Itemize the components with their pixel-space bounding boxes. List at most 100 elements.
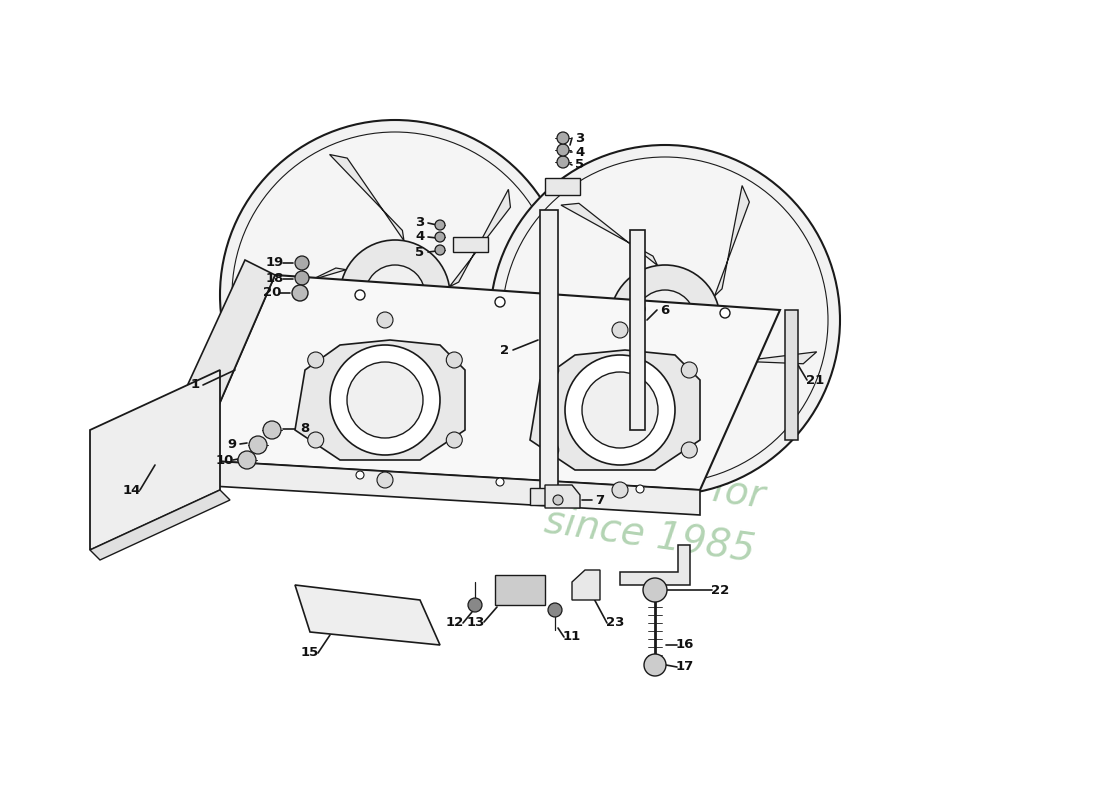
Circle shape [434,220,446,230]
Circle shape [295,271,309,285]
Circle shape [582,372,658,448]
Polygon shape [524,310,611,383]
Circle shape [355,290,365,300]
Text: 13: 13 [466,615,485,629]
Polygon shape [572,570,600,600]
Circle shape [308,432,323,448]
Circle shape [635,304,645,314]
Polygon shape [241,268,346,314]
Circle shape [644,654,666,676]
Polygon shape [703,352,816,365]
Circle shape [557,132,569,144]
Circle shape [447,432,462,448]
Circle shape [346,362,424,438]
Text: 19: 19 [266,257,284,270]
Circle shape [238,451,256,469]
Polygon shape [295,340,465,460]
Polygon shape [630,230,645,430]
Text: 10: 10 [216,454,234,466]
Circle shape [434,232,446,242]
Polygon shape [419,344,530,378]
Circle shape [292,285,308,301]
Polygon shape [453,237,488,252]
Circle shape [308,352,323,368]
Polygon shape [90,370,220,550]
Polygon shape [530,350,700,470]
Circle shape [636,485,644,493]
Circle shape [434,245,446,255]
Circle shape [496,478,504,486]
Polygon shape [351,334,365,447]
Text: since 1985: since 1985 [542,502,758,569]
Polygon shape [90,490,230,560]
Circle shape [220,120,570,470]
Circle shape [553,495,563,505]
Circle shape [356,471,364,479]
Polygon shape [544,178,580,195]
Circle shape [490,145,840,495]
Circle shape [295,256,309,270]
Circle shape [610,265,720,375]
Text: 16: 16 [675,638,694,651]
Circle shape [330,345,440,455]
Circle shape [557,156,569,168]
Circle shape [377,312,393,328]
Circle shape [468,598,482,612]
Text: 3: 3 [416,217,425,230]
Text: eu: eu [443,250,617,370]
Text: 20: 20 [263,286,282,299]
Circle shape [502,157,828,483]
Text: 2: 2 [500,343,509,357]
Text: 22: 22 [711,583,729,597]
Polygon shape [195,460,700,515]
Circle shape [720,308,730,318]
Circle shape [447,352,462,368]
Text: 11: 11 [563,630,581,643]
Circle shape [612,322,628,338]
Text: 23: 23 [606,617,624,630]
Polygon shape [495,575,544,605]
Text: 4: 4 [575,146,584,158]
Circle shape [681,442,697,458]
Text: 8: 8 [300,422,309,435]
Circle shape [365,265,425,325]
Circle shape [644,578,667,602]
Polygon shape [561,203,658,266]
Circle shape [377,472,393,488]
Circle shape [565,355,675,465]
Circle shape [635,290,695,350]
Text: 1: 1 [190,378,199,391]
Polygon shape [530,488,568,505]
Polygon shape [620,545,690,585]
Text: 6: 6 [660,303,670,317]
Text: 9: 9 [228,438,236,450]
Text: ro: ro [471,334,618,455]
Circle shape [542,362,559,378]
Circle shape [232,132,558,458]
Polygon shape [540,210,558,490]
Text: 18: 18 [266,273,284,286]
Text: 21: 21 [806,374,824,386]
Text: 3: 3 [575,131,584,145]
Circle shape [542,442,559,458]
Text: 15: 15 [301,646,319,659]
Polygon shape [330,154,404,241]
Polygon shape [715,186,749,296]
Polygon shape [637,369,682,474]
Text: 5: 5 [575,158,584,171]
Circle shape [681,362,697,378]
Circle shape [340,240,450,350]
Text: 14: 14 [123,483,141,497]
Circle shape [249,436,267,454]
Polygon shape [785,310,798,440]
Polygon shape [450,190,510,286]
Circle shape [263,421,280,439]
Circle shape [557,144,569,156]
Text: 7: 7 [595,494,605,506]
Circle shape [548,603,562,617]
Text: 5: 5 [416,246,425,258]
Circle shape [495,297,505,307]
Polygon shape [160,260,275,460]
Text: 12: 12 [446,617,464,630]
Polygon shape [195,275,780,490]
